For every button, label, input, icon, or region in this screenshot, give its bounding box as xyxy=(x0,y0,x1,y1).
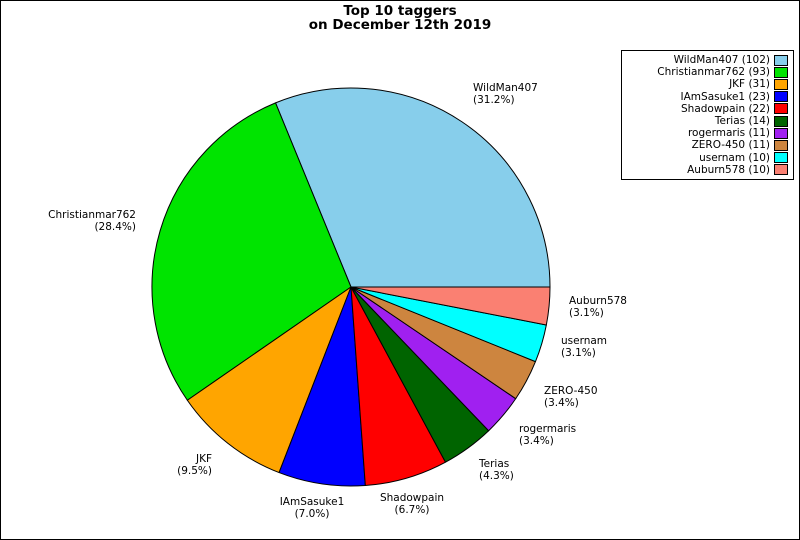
slice-label-percent: (4.3%) xyxy=(479,470,514,482)
slice-label-percent: (3.4%) xyxy=(519,435,554,447)
legend-row-usernam: usernam (10) xyxy=(626,152,788,164)
slice-label-usernam: usernam (3.1%) xyxy=(561,335,607,359)
pie-slice-Auburn578 xyxy=(350,286,551,326)
pie-slice-WildMan407 xyxy=(275,87,551,288)
legend-row-JKF: JKF (31) xyxy=(626,78,788,90)
legend-row-Auburn578: Auburn578 (10) xyxy=(626,164,788,176)
slice-label-name: Christianmar762 xyxy=(48,209,136,221)
slice-label-name: Shadowpain xyxy=(379,492,445,504)
slice-label-name: JKF xyxy=(195,453,212,465)
slice-label-name: Terias xyxy=(479,458,510,470)
legend: WildMan407 (102) Christianmar762 (93) JKF … xyxy=(621,50,794,180)
chart-title-line1: Top 10 taggers xyxy=(343,3,457,19)
slice-label-IAmSasuke1: IAmSasuke1 (7.0%) xyxy=(280,496,345,520)
slice-label-percent: (6.7%) xyxy=(394,504,430,516)
legend-label: ZERO-450 (11) xyxy=(691,139,770,152)
slice-label-percent: (9.5%) xyxy=(177,465,212,477)
slice-label-Auburn578: Auburn578 (3.1%) xyxy=(569,295,627,319)
legend-color-swatch xyxy=(774,54,788,66)
legend-label: usernam (10) xyxy=(699,151,770,164)
slice-label-rogermaris: rogermaris (3.4%) xyxy=(519,423,576,447)
legend-color-swatch xyxy=(774,66,788,78)
slice-label-name: usernam xyxy=(561,335,608,347)
slice-label-percent: (31.2%) xyxy=(473,94,515,106)
legend-color-swatch xyxy=(774,127,788,139)
slice-label-percent: (3.1%) xyxy=(561,347,596,359)
slice-label-name: WildMan407 xyxy=(473,82,538,94)
slice-label-name: Auburn578 xyxy=(569,295,627,307)
chart-title: Top 10 taggers on December 12th 2019 xyxy=(1,4,799,32)
slice-label-percent: (28.4%) xyxy=(94,221,136,233)
legend-row-Christianmar762: Christianmar762 (93) xyxy=(626,66,788,78)
slice-label-ZERO-450: ZERO-450 (3.4%) xyxy=(544,385,598,409)
chart-title-line2: on December 12th 2019 xyxy=(308,17,492,33)
legend-color-swatch xyxy=(774,115,788,127)
legend-color-swatch xyxy=(774,164,788,176)
legend-row-rogermaris: rogermaris (11) xyxy=(626,127,788,139)
legend-label: WildMan407 (102) xyxy=(673,54,770,67)
slice-label-percent: (7.0%) xyxy=(294,508,330,520)
pie-slice-Christianmar762 xyxy=(151,102,352,401)
slice-label-Christianmar762: Christianmar762 (28.4%) xyxy=(48,209,136,233)
legend-label: IAmSasuke1 (23) xyxy=(680,90,770,103)
legend-color-swatch xyxy=(774,139,788,151)
legend-label: Shadowpain (22) xyxy=(681,102,770,115)
slice-label-percent: (3.4%) xyxy=(544,397,579,409)
legend-row-ZERO-450: ZERO-450 (11) xyxy=(626,139,788,151)
legend-row-WildMan407: WildMan407 (102) xyxy=(626,54,788,66)
pie-slice-JKF xyxy=(186,286,352,474)
legend-color-swatch xyxy=(774,103,788,115)
legend-label: Christianmar762 (93) xyxy=(657,66,770,79)
legend-label: JKF (31) xyxy=(729,78,770,91)
slice-label-JKF: JKF (9.5%) xyxy=(177,453,212,477)
slice-label-name: rogermaris xyxy=(519,423,577,435)
legend-color-swatch xyxy=(774,152,788,164)
slice-label-name: IAmSasuke1 xyxy=(279,496,345,508)
legend-color-swatch xyxy=(774,91,788,103)
legend-row-Shadowpain: Shadowpain (22) xyxy=(626,103,788,115)
slice-label-percent: (3.1%) xyxy=(569,307,604,319)
slice-label-Shadowpain: Shadowpain (6.7%) xyxy=(380,492,444,516)
legend-label: Auburn578 (10) xyxy=(687,163,770,176)
slice-label-Terias: Terias (4.3%) xyxy=(479,458,514,482)
legend-row-Terias: Terias (14) xyxy=(626,115,788,127)
slice-label-WildMan407: WildMan407 (31.2%) xyxy=(473,82,538,106)
legend-label: Terias (14) xyxy=(714,115,770,128)
legend-row-IAmSasuke1: IAmSasuke1 (23) xyxy=(626,91,788,103)
slice-label-name: ZERO-450 xyxy=(544,385,598,397)
legend-label: rogermaris (11) xyxy=(687,127,770,140)
legend-color-swatch xyxy=(774,78,788,90)
